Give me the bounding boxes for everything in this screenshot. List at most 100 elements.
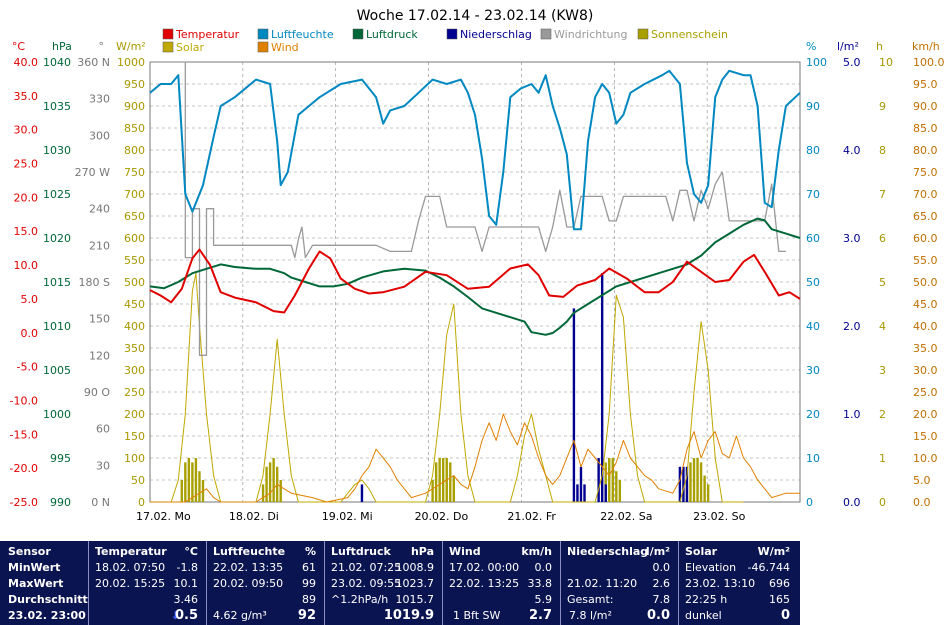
temperatur-max: 10.1	[173, 577, 199, 590]
wind-tick-label: 65.0	[913, 210, 938, 223]
luftdruck-min-time: 21.02. 07:25	[331, 561, 402, 574]
wind-tick-label: 100.0	[913, 56, 945, 69]
sonnenschein-bar	[261, 484, 265, 502]
winddir-tick-label: 180 S	[79, 276, 110, 289]
niederschlag-sum: 7.8 l/m²	[569, 609, 612, 622]
luftdruck-unit: hPa	[410, 545, 434, 558]
sonnenschein-bar	[452, 475, 456, 502]
stats-luftfeuchte-box: Luftfeuchte% 22.02. 13:35 61 20.02. 09:50…	[206, 541, 324, 625]
temp-tick-label: 0.0	[21, 327, 39, 340]
precip-tick-label: 5.0	[843, 56, 861, 69]
axis-unit-label: %	[806, 40, 816, 53]
solar-hours-value: 165	[769, 593, 790, 606]
niederschlag-bar	[600, 273, 604, 502]
sonnenschein-bar	[265, 466, 268, 502]
wind-tick-label: 0.0	[913, 496, 931, 509]
sonnenschein-bar	[194, 458, 198, 502]
stats-solar-box: Solar W/m² Elevation -46.744 23.02. 13:10 6…	[678, 541, 800, 625]
sunshine-tick-label: 0	[879, 496, 886, 509]
humidity-tick-label: 80	[806, 144, 820, 157]
legend: Temperatur Luftfeuchte Luftdruck Niederschl…	[162, 28, 728, 54]
humidity-tick-label: 30	[806, 364, 820, 377]
wind-tick-label: 50.0	[913, 276, 938, 289]
sunshine-tick-label: 2	[879, 408, 886, 421]
luftdruck-max-time: 23.02. 09:55	[331, 577, 402, 590]
wind-tick-label: 75.0	[913, 166, 938, 179]
sonnenschein-bar	[180, 480, 183, 502]
axis-unit-label: hPa	[52, 40, 72, 53]
niederschlag-total-label: Gesamt:	[567, 593, 614, 606]
humidity-tick-label: 70	[806, 188, 820, 201]
precip-tick-label: 1.0	[843, 408, 861, 421]
winddir-tick-label: 30	[96, 459, 110, 472]
axis-unit-label: km/h	[912, 40, 940, 53]
sonnenschein-bar	[272, 458, 275, 502]
wind-tick-label: 20.0	[913, 408, 938, 421]
sonnenschein-bar	[706, 484, 710, 502]
axis-unit-label: °C	[12, 40, 26, 53]
luftdruck-min: 1008.9	[395, 561, 435, 574]
stats-temperatur-box: Temperatur °C 18.02. 07:50 -1.8 20.02. 15:…	[88, 541, 206, 625]
stats-panel	[0, 541, 800, 625]
wind-tick-label: 85.0	[913, 122, 938, 135]
sonnenschein-bar	[689, 462, 692, 502]
solar-max: 696	[769, 577, 790, 590]
temp-tick-label: -5.0	[17, 361, 38, 374]
humidity-tick-label: 100	[806, 56, 827, 69]
luftfeuchte-unit: %	[304, 545, 316, 558]
sonnenschein-bar	[184, 462, 187, 502]
sonnenschein-bar	[699, 462, 703, 502]
wind-tick-label: 60.0	[913, 232, 938, 245]
luftdruck-title: Luftdruck	[331, 545, 391, 558]
niederschlag-bar	[360, 484, 364, 502]
niederschlag-bar	[597, 458, 600, 502]
legend-label: Sonnenschein	[651, 28, 728, 41]
series-windrichtung-line	[150, 61, 786, 356]
wind-avg: 5.9	[534, 593, 553, 606]
temp-tick-label: 15.0	[14, 225, 39, 238]
solar-tick-label: 200	[124, 408, 145, 421]
wind-max: 33.8	[527, 577, 553, 590]
wind-tick-label: 40.0	[913, 320, 938, 333]
series-layer	[149, 61, 801, 503]
luftfeuchte-title: Luftfeuchte	[213, 545, 286, 558]
winddir-tick-label: 300	[89, 129, 110, 142]
sonnenschein-bar	[615, 471, 618, 502]
legend-label: Solar	[176, 41, 205, 54]
x-tick-label: 20.02. Do	[415, 510, 469, 523]
sonnenschein-bar	[611, 458, 614, 502]
wind-tick-label: 70.0	[913, 188, 938, 201]
temp-tick-label: 20.0	[14, 191, 39, 204]
wind-title: Wind	[449, 545, 481, 558]
luftdruck-trend: ^1.2hPa/h	[331, 593, 389, 606]
series-luftfeuchte-line	[149, 69, 801, 231]
solar-current: 0	[780, 608, 790, 623]
temp-tick-label: -15.0	[10, 428, 38, 441]
pressure-tick-label: 995	[50, 452, 71, 465]
wind-tick-label: 95.0	[913, 78, 938, 91]
chart-title: Woche 17.02.14 - 23.02.14 (KW8)	[357, 8, 594, 24]
sunshine-tick-label: 7	[879, 188, 886, 201]
niederschlag-bar	[682, 466, 685, 502]
temperatur-min: -1.8	[176, 561, 198, 574]
sunshine-tick-label: 10	[879, 56, 893, 69]
wind-min-time: 17.02. 00:00	[449, 561, 520, 574]
solar-hours: 22:25 h	[685, 593, 728, 606]
legend-swatch	[540, 28, 552, 40]
sonnenschein-bar	[618, 480, 622, 502]
sonnenschein-bar	[431, 480, 434, 502]
series-luftdruck-line	[149, 217, 801, 336]
wind-beaufort: 1 Bft SW	[453, 609, 501, 622]
stats-luftdruck-box: Luftdruck hPa 21.02. 07:25 1008.9 23.02. 0…	[324, 541, 442, 625]
sonnenschein-bar	[604, 462, 607, 502]
solar-tick-label: 350	[124, 342, 145, 355]
pressure-tick-label: 1040	[43, 56, 71, 69]
winddir-tick-label: 210	[89, 239, 110, 252]
solar-max-time: 23.02. 13:10	[685, 577, 756, 590]
legend-swatch	[162, 28, 174, 40]
niederschlag-bar	[583, 484, 586, 502]
solar-tick-label: 600	[124, 232, 145, 245]
legend-label: Windrichtung	[554, 28, 627, 41]
temperatur-unit: °C	[184, 545, 198, 558]
legend-swatch	[637, 28, 649, 40]
